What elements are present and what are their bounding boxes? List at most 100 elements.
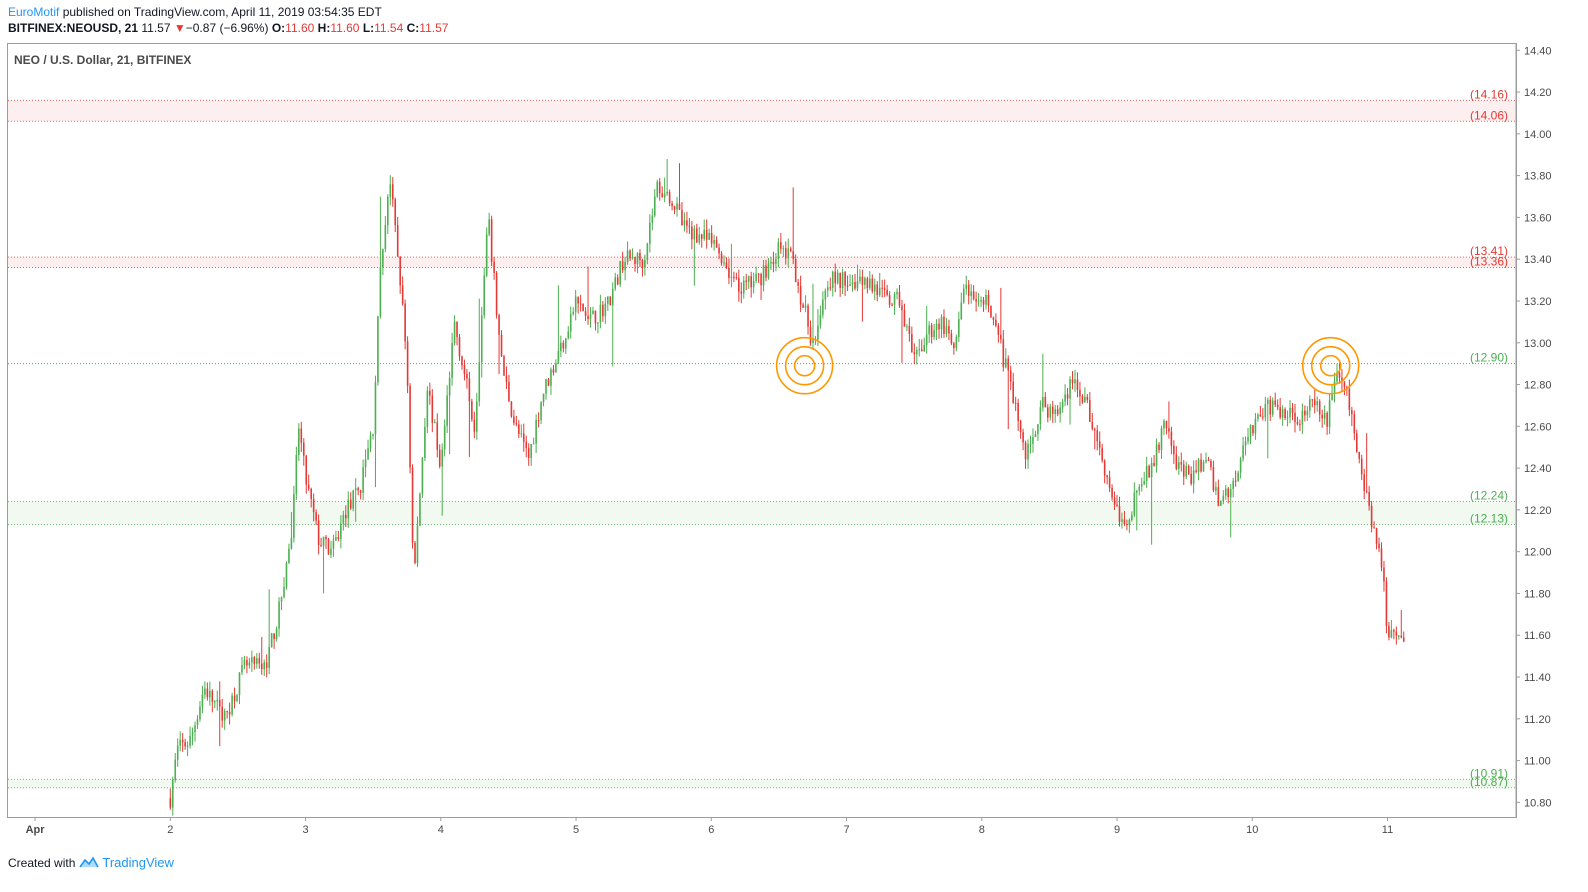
candle bbox=[1059, 401, 1061, 423]
candle bbox=[1128, 518, 1131, 533]
candle-body bbox=[760, 274, 762, 286]
candle bbox=[1266, 397, 1269, 459]
candle bbox=[369, 431, 372, 453]
candle bbox=[782, 245, 785, 258]
candle-body bbox=[443, 425, 446, 450]
candle bbox=[273, 633, 275, 649]
candle-body bbox=[344, 514, 347, 519]
candle-body bbox=[473, 419, 476, 432]
candle bbox=[1049, 403, 1052, 421]
candle bbox=[1079, 381, 1081, 406]
candle bbox=[1000, 287, 1002, 344]
candle bbox=[362, 459, 364, 501]
candle-body bbox=[1338, 372, 1341, 378]
candle bbox=[700, 233, 703, 248]
price-chart[interactable]: NEO / U.S. Dollar, 21, BITFINEX (14.16)(… bbox=[0, 0, 1588, 852]
price-tick-label: 11.60 bbox=[1524, 630, 1551, 642]
candle-body bbox=[1017, 403, 1019, 421]
candle-body bbox=[891, 304, 893, 306]
candle bbox=[1098, 431, 1101, 456]
candle bbox=[312, 493, 315, 522]
candle bbox=[204, 681, 206, 699]
tradingview-logo[interactable]: TradingView bbox=[79, 855, 174, 871]
candle bbox=[515, 415, 518, 427]
candle bbox=[784, 241, 787, 265]
candle-body bbox=[298, 428, 300, 456]
candle-body bbox=[928, 325, 930, 335]
candle-body bbox=[604, 303, 607, 317]
candle bbox=[861, 269, 864, 322]
candle-body bbox=[1271, 400, 1274, 415]
candle bbox=[1271, 397, 1274, 417]
candle-body bbox=[567, 331, 570, 339]
candle-body bbox=[1019, 420, 1022, 433]
candle-body bbox=[948, 326, 950, 334]
candle-body bbox=[243, 659, 246, 665]
candle-body bbox=[1375, 527, 1378, 544]
candle-body bbox=[817, 325, 819, 340]
candle-body bbox=[448, 377, 451, 396]
candle bbox=[352, 489, 355, 512]
candle bbox=[1185, 461, 1188, 480]
candle bbox=[1155, 438, 1158, 473]
candle bbox=[1343, 381, 1346, 396]
candle-body bbox=[866, 278, 869, 288]
author-link[interactable]: EuroMotif bbox=[8, 5, 60, 19]
candle bbox=[285, 561, 288, 590]
candle bbox=[174, 752, 177, 783]
candle bbox=[1215, 481, 1217, 496]
candle bbox=[488, 212, 490, 237]
candle bbox=[1123, 510, 1126, 527]
candle bbox=[733, 271, 735, 283]
candle bbox=[1262, 408, 1264, 421]
candle-body bbox=[770, 261, 772, 264]
candle-body bbox=[451, 343, 453, 378]
candle-body bbox=[997, 325, 1000, 335]
candle bbox=[906, 323, 908, 332]
candle-body bbox=[945, 326, 948, 334]
candle bbox=[1217, 479, 1220, 507]
candle-body bbox=[1264, 404, 1267, 418]
candle bbox=[1316, 396, 1319, 412]
candle bbox=[443, 419, 446, 457]
candle-body bbox=[1049, 406, 1052, 418]
candle-body bbox=[607, 296, 609, 304]
candle bbox=[1244, 436, 1247, 456]
candle-body bbox=[1318, 401, 1321, 415]
candle-body bbox=[1220, 501, 1222, 506]
candle bbox=[1034, 430, 1037, 438]
candle-body bbox=[777, 242, 780, 259]
candle bbox=[1064, 384, 1066, 407]
candle-body bbox=[406, 341, 409, 386]
price-tick-label: 11.80 bbox=[1524, 588, 1551, 600]
candle-body bbox=[374, 382, 377, 435]
candle bbox=[851, 274, 854, 292]
candle bbox=[246, 656, 248, 674]
candle-body bbox=[572, 311, 575, 315]
candle bbox=[169, 788, 172, 810]
candle bbox=[658, 178, 661, 201]
candle-body bbox=[1360, 458, 1363, 475]
candle bbox=[493, 257, 495, 280]
candle bbox=[602, 300, 604, 322]
candle-body bbox=[938, 323, 940, 330]
candle-body bbox=[564, 338, 567, 349]
candle-body bbox=[1348, 388, 1351, 411]
candle-body bbox=[1014, 402, 1017, 404]
candle-body bbox=[883, 288, 886, 290]
candle bbox=[881, 279, 883, 298]
candle-body bbox=[522, 433, 525, 442]
close-value: 11.57 bbox=[419, 21, 449, 35]
candle bbox=[317, 514, 320, 555]
candle bbox=[513, 409, 515, 426]
candle bbox=[965, 275, 968, 295]
candle bbox=[438, 444, 441, 469]
candle-body bbox=[1121, 519, 1123, 522]
down-arrow-icon: ▼ bbox=[173, 21, 186, 35]
candle-body bbox=[246, 659, 248, 666]
candle-body bbox=[970, 291, 972, 296]
candle-body bbox=[1262, 416, 1264, 418]
candle-body bbox=[1037, 424, 1039, 435]
candle bbox=[1358, 451, 1361, 464]
candle bbox=[730, 243, 733, 288]
